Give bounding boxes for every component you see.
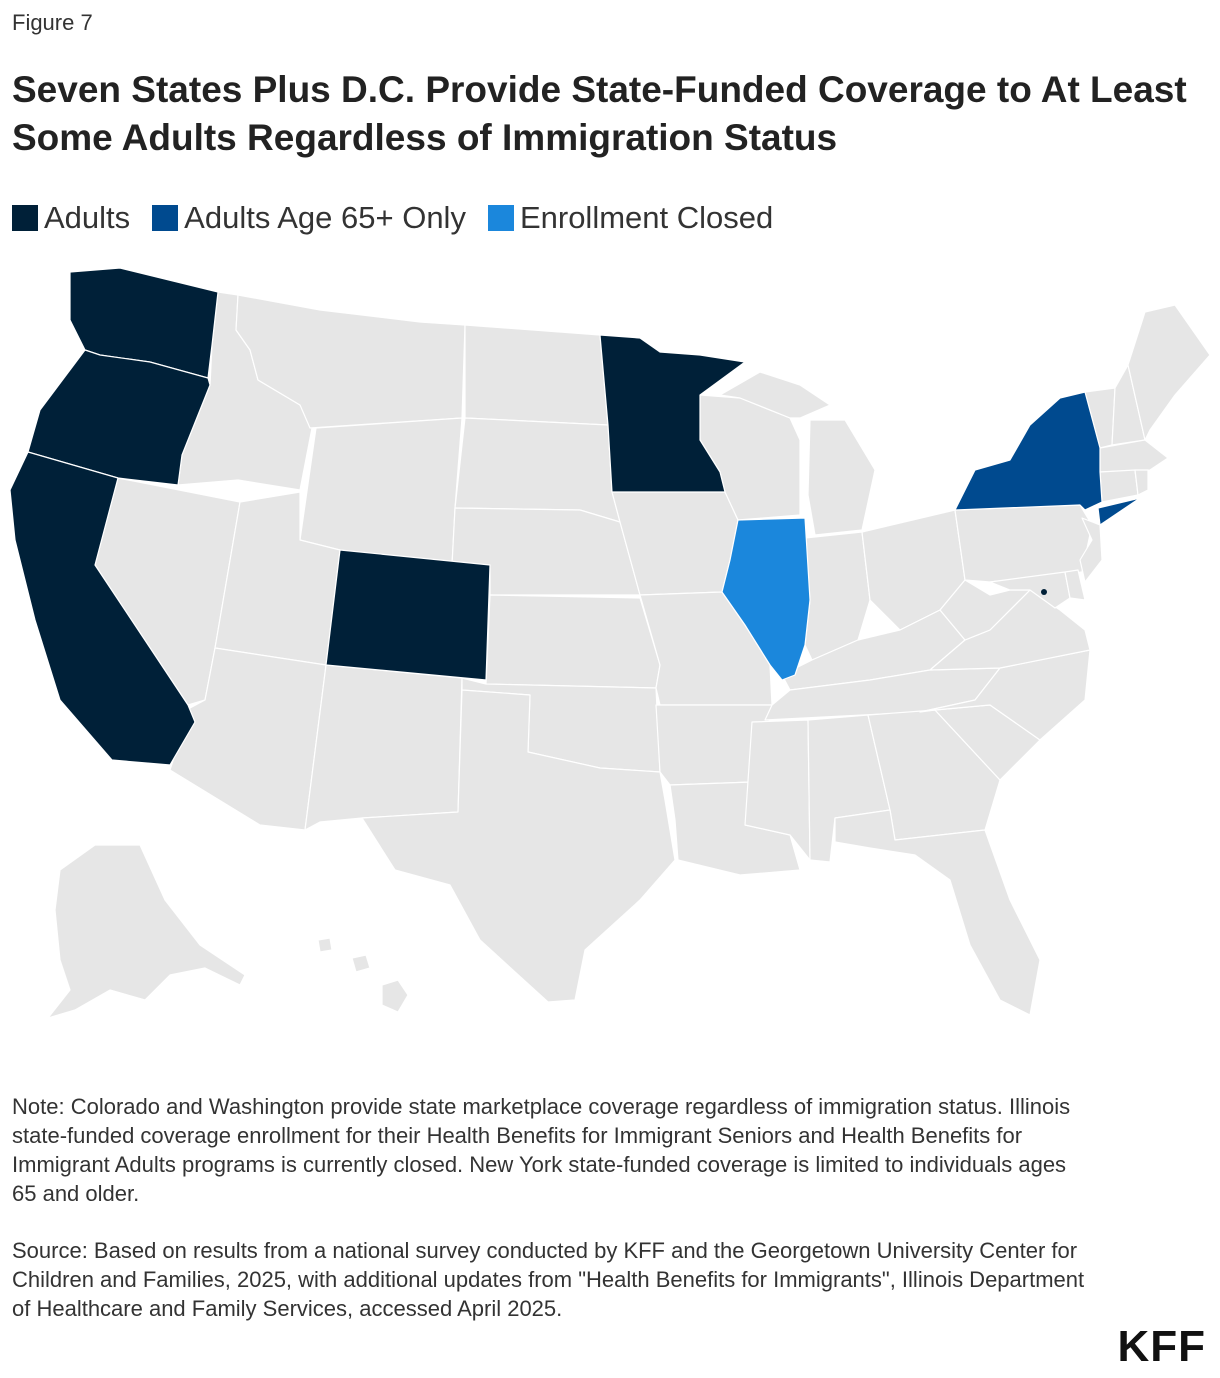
- state-delaware[interactable]: [1064, 569, 1086, 601]
- state-minnesota[interactable]: [599, 334, 746, 493]
- state-maine[interactable]: [1127, 304, 1211, 441]
- state-hawaii-big[interactable]: [381, 979, 409, 1013]
- legend-label-adults-65: Adults Age 65+ Only: [184, 200, 466, 235]
- legend: Adults Adults Age 65+ Only Enrollment Cl…: [12, 200, 795, 236]
- state-group-other: [47, 291, 1211, 1019]
- state-mississippi[interactable]: [744, 719, 811, 861]
- state-michigan-upper[interactable]: [719, 371, 831, 419]
- state-illinois[interactable]: [721, 517, 811, 681]
- state-michigan-lower[interactable]: [807, 419, 876, 536]
- state-kansas[interactable]: [485, 594, 661, 689]
- state-hawaii-maui[interactable]: [351, 954, 371, 973]
- legend-label-adults: Adults: [44, 200, 131, 235]
- legend-item-adults-65: Adults Age 65+ Only: [152, 200, 466, 236]
- state-rhode-island[interactable]: [1134, 469, 1149, 496]
- state-new-york-long-island[interactable]: [1097, 497, 1141, 526]
- legend-swatch-adults-65: [152, 205, 179, 231]
- legend-item-adults: Adults: [12, 200, 130, 236]
- legend-label-enrollment-closed: Enrollment Closed: [519, 200, 774, 235]
- state-district-of-columbia[interactable]: [1041, 589, 1047, 595]
- legend-swatch-adults: [12, 205, 38, 231]
- state-montana[interactable]: [235, 294, 466, 429]
- chart-title: Seven States Plus D.C. Provide State-Fun…: [12, 69, 1187, 158]
- state-florida[interactable]: [834, 809, 1041, 1016]
- state-new-mexico[interactable]: [304, 664, 463, 831]
- state-connecticut[interactable]: [1099, 469, 1139, 503]
- note-text: Note: Colorado and Washington provide st…: [12, 1094, 1071, 1206]
- kff-logo: KFF: [1117, 1322, 1206, 1371]
- state-oregon[interactable]: [27, 349, 211, 486]
- state-north-carolina[interactable]: [919, 649, 1091, 741]
- state-south-dakota[interactable]: [454, 417, 621, 523]
- legend-swatch-enrollment-closed: [487, 205, 514, 231]
- state-north-dakota[interactable]: [464, 324, 609, 426]
- state-colorado[interactable]: [325, 549, 491, 681]
- us-map: [9, 267, 1211, 1019]
- legend-item-enrollment-closed: Enrollment Closed: [487, 200, 774, 236]
- state-alaska[interactable]: [47, 844, 246, 1019]
- state-texas[interactable]: [361, 689, 676, 1003]
- source-text: Source: Based on results from a national…: [12, 1238, 1085, 1321]
- state-group-shaded: [9, 267, 1141, 766]
- state-new-york[interactable]: [954, 391, 1103, 511]
- state-california[interactable]: [9, 451, 196, 766]
- figure-label: Figure 7: [12, 10, 93, 35]
- state-wyoming[interactable]: [299, 417, 463, 566]
- state-hawaii-oahu[interactable]: [317, 937, 333, 953]
